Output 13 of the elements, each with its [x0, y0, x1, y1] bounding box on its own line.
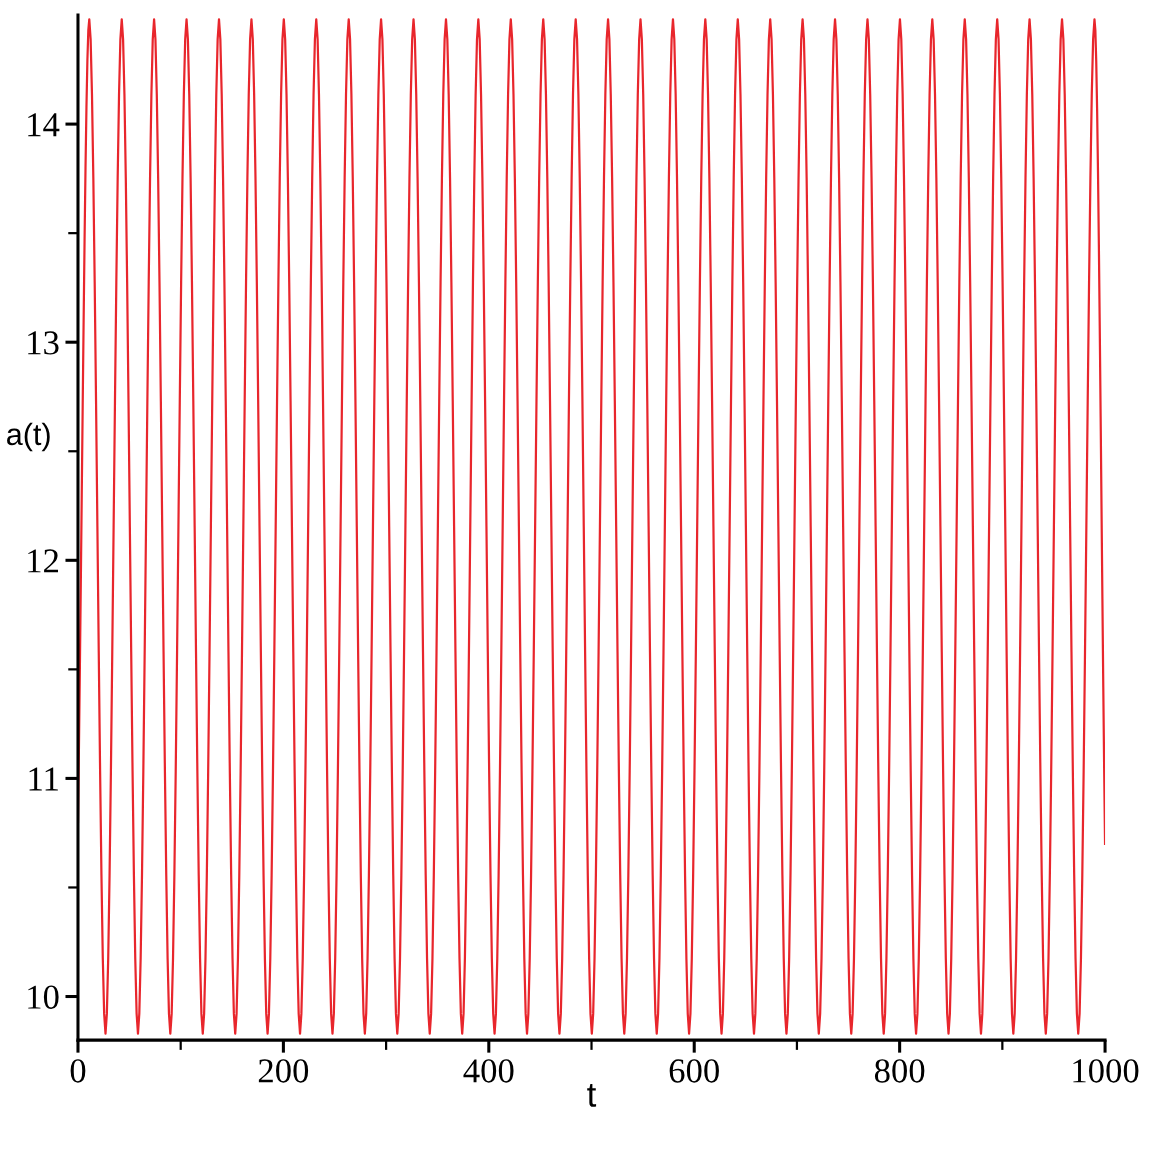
x-tick-label: 800 — [874, 1059, 925, 1083]
y-tick-label: 12 — [28, 549, 59, 573]
y-tick-label: 13 — [28, 331, 59, 355]
x-tick-label: 1000 — [1073, 1059, 1139, 1083]
x-tick-label: 600 — [669, 1059, 719, 1083]
y-tick-label: 11 — [29, 767, 58, 791]
y-axis-title: a(t) — [7, 422, 50, 452]
x-tick-label: 200 — [258, 1059, 309, 1083]
y-tick-label: 10 — [28, 985, 59, 1009]
x-tick-label: 0 — [70, 1059, 86, 1083]
y-tick-label: 14 — [28, 113, 60, 137]
x-axis-title: t — [587, 1084, 597, 1107]
x-tick-label: 400 — [463, 1059, 514, 1083]
